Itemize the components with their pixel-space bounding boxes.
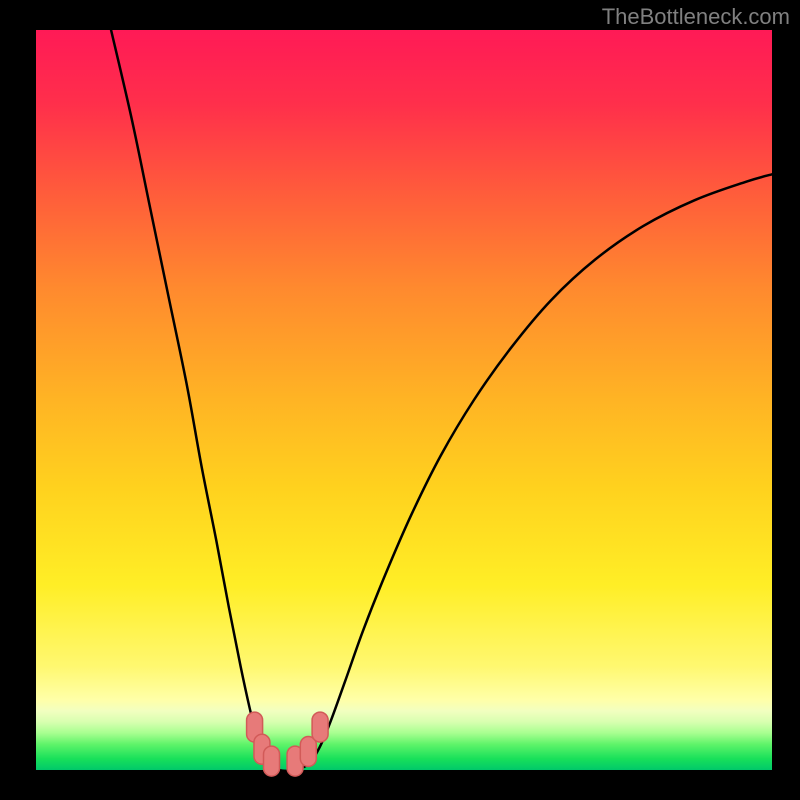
highlight-marker [312,712,328,742]
bottleneck-chart [0,0,800,800]
highlight-marker [300,737,316,767]
highlight-marker [264,746,280,776]
chart-gradient-background [36,30,772,770]
watermark-text: TheBottleneck.com [602,4,790,30]
